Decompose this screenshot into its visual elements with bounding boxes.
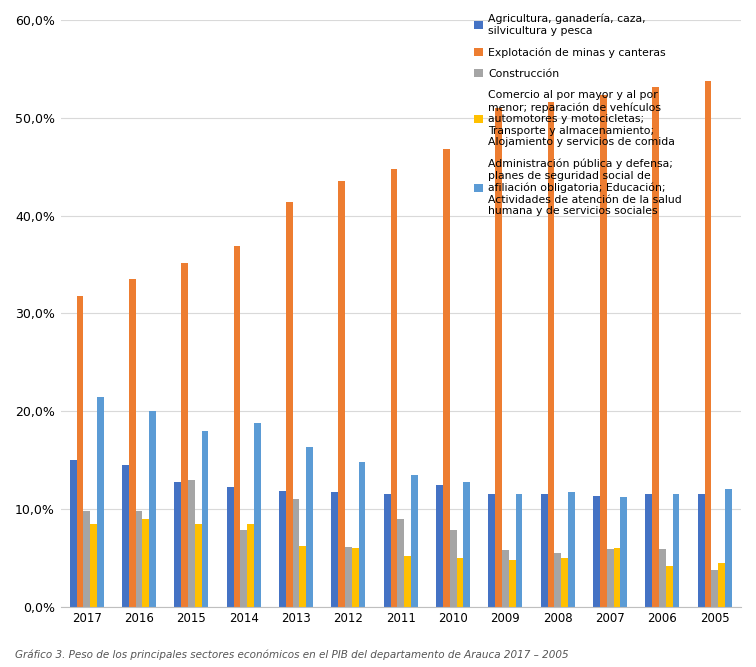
Bar <box>286 202 293 607</box>
Bar <box>149 411 156 607</box>
Bar <box>646 494 652 607</box>
Bar <box>457 558 463 607</box>
Bar <box>509 560 516 607</box>
Bar <box>338 181 345 607</box>
Bar <box>331 492 338 607</box>
Bar <box>547 102 554 607</box>
Bar <box>279 492 286 607</box>
Bar <box>541 494 547 607</box>
Bar <box>725 490 732 607</box>
Bar <box>463 482 470 607</box>
Bar <box>711 570 718 607</box>
Bar <box>83 511 90 607</box>
Bar <box>450 530 457 607</box>
Bar <box>384 494 391 607</box>
Bar <box>188 480 195 607</box>
Bar <box>436 484 443 607</box>
Bar <box>600 95 607 607</box>
Bar <box>554 553 561 607</box>
Bar <box>718 563 725 607</box>
Bar <box>705 81 711 607</box>
Bar <box>516 494 522 607</box>
Bar <box>502 550 509 607</box>
Bar <box>254 423 261 607</box>
Bar <box>495 108 502 607</box>
Bar <box>129 279 135 607</box>
Bar <box>247 524 254 607</box>
Bar <box>352 548 358 607</box>
Bar <box>175 482 181 607</box>
Bar <box>142 519 149 607</box>
Bar <box>443 149 450 607</box>
Bar <box>358 462 365 607</box>
Bar <box>345 547 352 607</box>
Bar <box>299 546 306 607</box>
Bar <box>306 448 313 607</box>
Text: Gráfico 3. Peso de los principales sectores económicos en el PIB del departament: Gráfico 3. Peso de los principales secto… <box>15 650 569 660</box>
Bar <box>404 556 411 607</box>
Bar <box>666 566 673 607</box>
Bar <box>97 396 104 607</box>
Bar <box>673 494 680 607</box>
Bar <box>561 558 568 607</box>
Bar <box>614 548 621 607</box>
Bar <box>202 431 209 607</box>
Bar <box>488 494 495 607</box>
Bar <box>698 494 705 607</box>
Bar <box>135 511 142 607</box>
Bar <box>181 263 188 607</box>
Bar <box>76 295 83 607</box>
Bar <box>90 524 97 607</box>
Bar <box>659 549 666 607</box>
Bar <box>621 497 627 607</box>
Legend: Agricultura, ganadería, caza,
silvicultura y pesca, Explotación de minas y cante: Agricultura, ganadería, caza, silvicultu… <box>474 14 682 216</box>
Bar <box>70 460 76 607</box>
Bar <box>391 169 398 607</box>
Bar <box>240 530 247 607</box>
Bar <box>411 475 418 607</box>
Bar <box>234 246 240 607</box>
Bar <box>195 524 202 607</box>
Bar <box>607 549 614 607</box>
Bar <box>652 87 659 607</box>
Bar <box>122 465 129 607</box>
Bar <box>293 499 299 607</box>
Bar <box>593 496 600 607</box>
Bar <box>568 492 575 607</box>
Bar <box>398 519 404 607</box>
Bar <box>227 488 234 607</box>
